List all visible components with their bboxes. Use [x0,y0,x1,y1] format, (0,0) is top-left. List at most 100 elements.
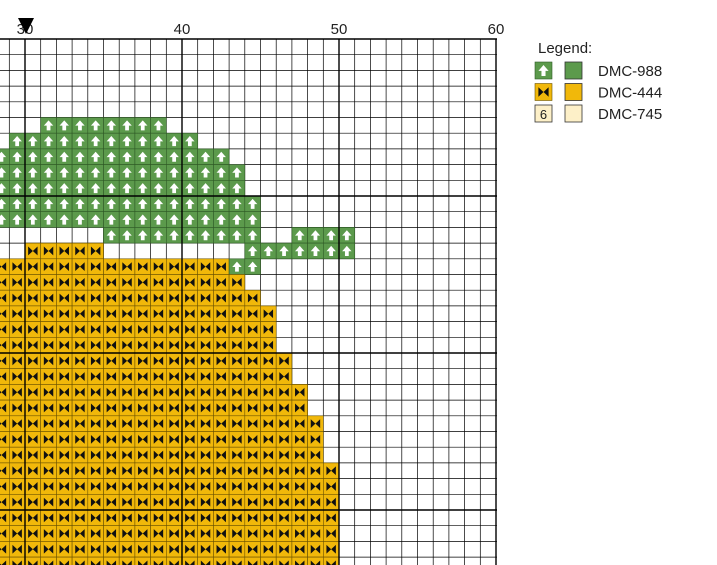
stitch-symbol [90,513,101,523]
stitch-symbol [43,151,54,162]
stitch-symbol [232,513,242,523]
stitch-yellow [56,525,73,542]
stitch-symbol [295,419,305,429]
stitch-symbol [122,293,132,303]
stitch-symbol [43,167,54,178]
stitch-symbol [138,277,148,287]
stitch-symbol [153,387,164,397]
stitch-symbol [90,403,101,413]
stitch-yellow [150,525,167,542]
stitch-symbol [122,497,132,507]
stitch-symbol [153,482,164,491]
stitch-symbol [138,560,148,565]
stitch-symbol [90,120,101,131]
stitch-symbol [122,151,132,162]
stitch-symbol [43,356,54,366]
stitch-symbol [28,183,38,194]
stitch-symbol [185,167,195,178]
stitch-symbol [153,372,164,381]
stitch-symbol [122,403,132,413]
stitch-symbol [216,151,226,162]
stitch-symbol [59,214,69,225]
stitch-symbol [0,372,7,381]
stitch-yellow [118,446,136,464]
stitch-yellow [103,446,120,464]
stitch-symbol [12,544,22,554]
stitch-symbol [138,183,148,194]
stitch-symbol [28,434,38,444]
stitch-symbol [247,245,258,256]
stitch-yellow [9,289,26,307]
stitch-yellow [166,368,183,385]
stitch-yellow [181,446,198,464]
stitch-symbol [90,497,101,507]
stitch-symbol [106,325,117,334]
stitch-symbol [185,529,195,538]
stitch-symbol [28,136,38,147]
stitch-symbol [263,340,274,350]
stitch-symbol [28,198,38,209]
stitch-symbol [247,560,258,565]
stitch-symbol [43,419,54,429]
stitch-symbol [153,513,164,523]
stitch-symbol [310,482,321,491]
stitch-symbol [263,434,274,444]
stitch-yellow [228,556,246,565]
stitch-symbol [138,372,148,381]
stitch-symbol [43,403,54,413]
stitch-symbol [247,513,258,523]
stitch-symbol [326,544,336,554]
stitch-symbol [185,262,195,272]
stitch-yellow [134,525,151,542]
stitch-symbol [216,183,226,194]
stitch-symbol [263,419,274,429]
stitch-symbol [0,262,7,272]
stitch-symbol [138,544,148,554]
stitch-symbol [106,560,117,565]
stitch-yellow [87,446,104,464]
stitch-symbol [122,230,132,241]
stitch-symbol [90,434,101,444]
stitch-symbol [200,293,211,303]
stitch-symbol [43,497,54,507]
stitch-symbol [106,262,117,272]
stitch-symbol [295,560,305,565]
stitch-symbol [310,466,321,476]
stitch-yellow [244,446,261,464]
stitch-symbol [106,403,117,413]
stitch-yellow [71,242,89,260]
stitch-symbol [43,198,54,209]
stitch-symbol [0,560,7,565]
stitch-symbol [247,230,258,241]
stitch-symbol [185,309,195,319]
stitch-symbol [216,325,226,334]
stitch-symbol [106,513,117,523]
stitch-symbol [232,387,242,397]
stitch-symbol [90,309,101,319]
stitch-symbol [75,466,85,476]
stitch-symbol [122,434,132,444]
stitch-symbol [59,183,69,194]
stitch-yellow [228,368,246,385]
stitch-symbol [43,120,54,131]
stitch-symbol [0,434,7,444]
stitch-symbol [28,544,38,554]
stitch-symbol [232,482,242,491]
stitch-symbol [263,450,274,460]
stitch-symbol [247,325,258,334]
legend-swatch [564,83,583,101]
stitch-symbol [122,309,132,319]
stitch-symbol [185,325,195,334]
stitch-symbol [279,482,289,491]
stitch-symbol [0,356,7,366]
stitch-yellow [197,289,214,307]
stitch-symbol [216,167,226,178]
stitch-symbol [138,214,148,225]
stitch-symbol [138,151,148,162]
stitch-symbol [106,277,117,287]
stitch-symbol [169,262,179,272]
stitch-symbol [75,372,85,381]
stitch-symbol [538,65,549,76]
stitch-yellow [103,525,120,542]
stitch-symbol [43,262,54,272]
